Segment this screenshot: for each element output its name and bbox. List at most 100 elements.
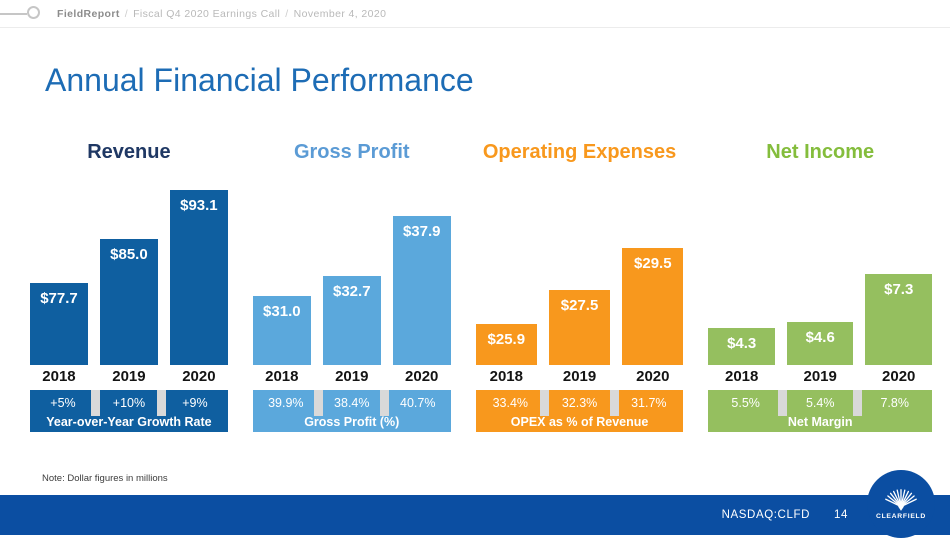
metric-value: +9% bbox=[182, 395, 208, 410]
x-axis-label: 2020 bbox=[636, 368, 670, 385]
chart-gross-profit: Gross Profit $31.0 $32.7 $37.9 2018 2019… bbox=[252, 140, 451, 432]
footer-bar: NASDAQ:CLFD 14 CLEARFIELD bbox=[0, 470, 950, 538]
band-separator bbox=[91, 390, 101, 416]
bar-value-label: $29.5 bbox=[634, 254, 672, 272]
metric-value: 31.7% bbox=[631, 395, 667, 410]
metric-band-label: Gross Profit (%) bbox=[304, 415, 400, 429]
breadcrumb: FieldReport / Fiscal Q4 2020 Earnings Call… bbox=[57, 0, 386, 28]
metric-band-values: 5.5% 5.4% 7.8% bbox=[708, 390, 932, 415]
footer-text: NASDAQ:CLFD 14 bbox=[722, 495, 848, 535]
band-separator bbox=[540, 390, 550, 416]
bar-value-label: $31.0 bbox=[263, 302, 301, 320]
breadcrumb-context: Fiscal Q4 2020 Earnings Call bbox=[133, 8, 281, 20]
ticker-label: NASDAQ:CLFD bbox=[721, 509, 810, 521]
metric-band-net-margin: 5.5% 5.4% 7.8% Net Margin bbox=[708, 390, 932, 432]
footnote: Note: Dollar figures in millions bbox=[42, 473, 168, 484]
breadcrumb-separator: / bbox=[285, 8, 289, 20]
metric-band-values: +5% +10% +9% bbox=[30, 390, 228, 415]
band-separator bbox=[314, 390, 324, 416]
bar-value-label: $4.6 bbox=[805, 329, 835, 347]
metric-value: 33.4% bbox=[492, 395, 529, 410]
x-axis-label: 2018 bbox=[489, 368, 523, 385]
chart-title-net-income: Net Income bbox=[766, 141, 875, 163]
x-axis-label: 2020 bbox=[882, 368, 916, 385]
bar-opex-2020: $29.5 bbox=[622, 247, 684, 365]
scallop-shell-icon bbox=[885, 489, 917, 511]
page-title: Annual Financial Performance bbox=[45, 62, 474, 98]
metric-value: +10% bbox=[112, 395, 146, 410]
x-axis-labels: 2018 2019 2020 bbox=[476, 368, 684, 385]
x-axis-label: 2018 bbox=[724, 368, 759, 385]
metric-value: 5.4% bbox=[805, 395, 835, 410]
clearfield-logo: CLEARFIELD bbox=[867, 470, 935, 538]
bar-revenue-2018: $77.7 bbox=[30, 282, 88, 365]
metric-value: 40.7% bbox=[400, 395, 436, 410]
breadcrumb-date: November 4, 2020 bbox=[293, 8, 387, 20]
band-separator bbox=[609, 390, 619, 416]
bar-opex-2018: $25.9 bbox=[475, 324, 537, 365]
metric-value: 38.4% bbox=[334, 395, 370, 410]
metric-band-values: 39.9% 38.4% 40.7% bbox=[253, 390, 451, 415]
bar-net-income-2020: $7.3 bbox=[865, 274, 932, 365]
chart-title-gross-profit: Gross Profit bbox=[293, 141, 410, 163]
bar-net-income-2018: $4.3 bbox=[708, 327, 775, 365]
bar-gross-profit-2019: $32.7 bbox=[322, 275, 381, 365]
header-rule-line bbox=[0, 13, 27, 15]
metric-value: 39.9% bbox=[268, 395, 304, 410]
chart-revenue: Revenue $77.7 $85.0 $93.1 2018 2019 2020… bbox=[30, 140, 228, 432]
top-header-bar: FieldReport / Fiscal Q4 2020 Earnings Call… bbox=[0, 0, 950, 28]
x-axis-labels: 2018 2019 2020 bbox=[253, 368, 451, 385]
bar-revenue-2019: $85.0 bbox=[99, 239, 158, 365]
x-axis-label: 2018 bbox=[42, 368, 76, 385]
bar-opex-2019: $27.5 bbox=[548, 290, 611, 365]
metric-band-label: OPEX as % of Revenue bbox=[510, 415, 649, 429]
x-axis-label: 2018 bbox=[265, 368, 299, 385]
chart-title-revenue: Revenue bbox=[87, 141, 171, 163]
bar-value-label: $25.9 bbox=[487, 331, 526, 349]
breadcrumb-brand: FieldReport bbox=[57, 8, 120, 20]
metric-band-gross-profit-pct: 39.9% 38.4% 40.7% Gross Profit (%) bbox=[252, 390, 451, 432]
bar-revenue-2020: $93.1 bbox=[169, 190, 228, 365]
bar-value-label: $93.1 bbox=[180, 197, 218, 215]
bar-gross-profit-2020: $37.9 bbox=[392, 215, 451, 365]
chart-operating-expenses: Operating Expenses $25.9 $27.5 $29.5 201… bbox=[475, 140, 684, 432]
bar-value-label: $4.3 bbox=[727, 334, 757, 352]
x-axis-label: 2019 bbox=[112, 368, 146, 385]
x-axis-labels: 2018 2019 2020 bbox=[30, 368, 228, 385]
plot-area-gross-profit: $31.0 $32.7 $37.9 bbox=[252, 173, 451, 365]
metric-band-values: 33.4% 32.3% 31.7% bbox=[476, 390, 684, 415]
metric-value: 5.5% bbox=[731, 395, 760, 410]
bar-value-label: $37.9 bbox=[402, 222, 441, 240]
charts-row: Revenue $77.7 $85.0 $93.1 2018 2019 2020… bbox=[0, 140, 950, 432]
page-number: 14 bbox=[834, 509, 848, 521]
bar-value-label: $32.7 bbox=[333, 282, 371, 300]
plot-area-operating-expenses: $25.9 $27.5 $29.5 bbox=[475, 173, 684, 365]
x-axis-label: 2019 bbox=[562, 368, 597, 385]
fieldreport-circle-icon bbox=[27, 6, 40, 19]
clearfield-logo-text: CLEARFIELD bbox=[875, 513, 927, 520]
band-separator bbox=[778, 390, 788, 416]
metric-value: +5% bbox=[50, 395, 76, 410]
breadcrumb-separator: / bbox=[124, 8, 129, 20]
bar-net-income-2019: $4.6 bbox=[786, 322, 854, 365]
metric-band-label: Year-over-Year Growth Rate bbox=[46, 415, 212, 429]
bar-value-label: $77.7 bbox=[40, 289, 78, 307]
plot-area-net-income: $4.3 $4.6 $7.3 bbox=[708, 173, 932, 365]
band-separator bbox=[157, 390, 167, 416]
band-separator bbox=[852, 390, 862, 416]
bar-value-label: $85.0 bbox=[110, 246, 148, 263]
metric-value: 7.8% bbox=[880, 395, 909, 410]
metric-band-opex-pct: 33.4% 32.3% 31.7% OPEX as % of Revenue bbox=[475, 390, 684, 432]
x-axis-label: 2019 bbox=[803, 368, 837, 385]
x-axis-labels: 2018 2019 2020 bbox=[708, 368, 932, 385]
x-axis-label: 2019 bbox=[335, 368, 369, 385]
bar-value-label: $7.3 bbox=[884, 281, 914, 299]
x-axis-label: 2020 bbox=[182, 368, 216, 385]
band-separator bbox=[380, 390, 390, 416]
x-axis-label: 2020 bbox=[405, 368, 439, 385]
chart-net-income: Net Income $4.3 $4.6 $7.3 2018 2019 2020… bbox=[708, 140, 932, 432]
metric-value: 32.3% bbox=[561, 395, 598, 410]
bar-value-label: $27.5 bbox=[560, 297, 599, 315]
metric-band-label: Net Margin bbox=[787, 415, 853, 429]
chart-title-operating-expenses: Operating Expenses bbox=[482, 141, 677, 163]
